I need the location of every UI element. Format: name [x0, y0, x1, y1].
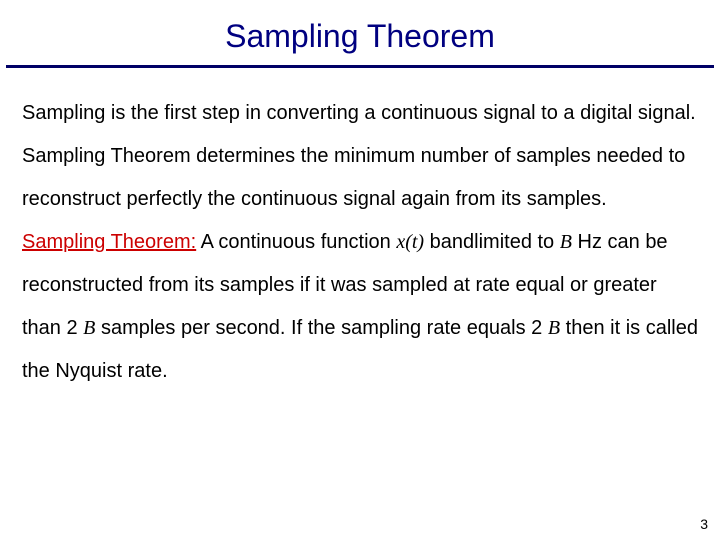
paragraph-3: Sampling Theorem: A continuous function … [22, 221, 698, 393]
theorem-label: Sampling Theorem: [22, 231, 196, 253]
symbol-B-2: B [83, 317, 95, 339]
p3-text-a: A continuous function [196, 231, 396, 253]
slide-title: Sampling Theorem [0, 0, 720, 65]
p3-text-b: bandlimited to [424, 231, 560, 253]
p3-text-d: samples per second. If the sampling rate… [95, 317, 547, 339]
symbol-B-3: B [548, 317, 560, 339]
paragraph-2: Sampling Theorem determines the minimum … [22, 135, 698, 221]
slide: Sampling Theorem Sampling is the first s… [0, 0, 720, 540]
page-number: 3 [700, 516, 708, 532]
paragraph-1: Sampling is the first step in converting… [22, 92, 698, 135]
slide-body: Sampling is the first step in converting… [0, 68, 720, 393]
symbol-xt: x(t) [396, 231, 424, 253]
symbol-B-1: B [560, 231, 572, 253]
